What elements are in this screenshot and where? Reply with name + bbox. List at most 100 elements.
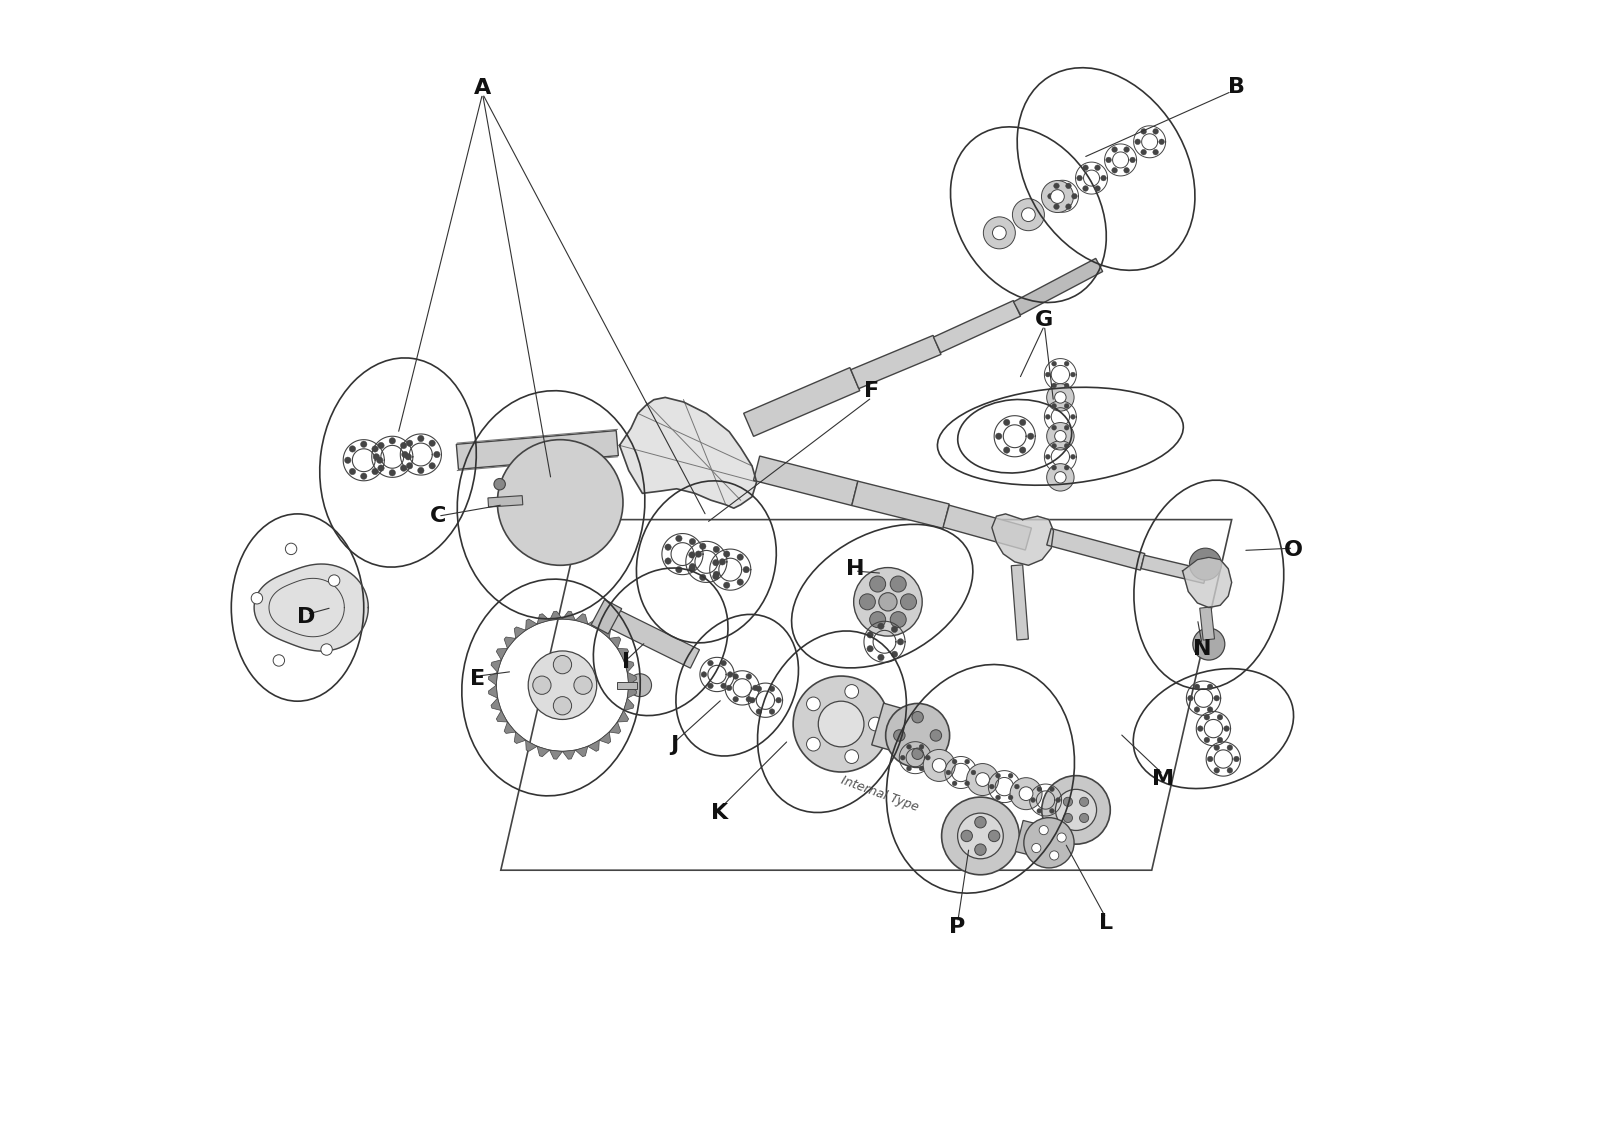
Circle shape (776, 698, 781, 703)
Circle shape (373, 453, 379, 460)
Polygon shape (491, 660, 501, 673)
Circle shape (1197, 726, 1203, 731)
Circle shape (675, 566, 682, 573)
Text: C: C (430, 506, 446, 526)
Circle shape (890, 576, 906, 592)
Polygon shape (851, 336, 941, 388)
Polygon shape (504, 637, 515, 649)
Circle shape (749, 698, 755, 703)
Circle shape (1066, 183, 1072, 188)
Circle shape (992, 226, 1006, 240)
Circle shape (728, 671, 733, 677)
Circle shape (1050, 851, 1059, 860)
Circle shape (1130, 158, 1136, 163)
Circle shape (1083, 186, 1088, 191)
Circle shape (598, 496, 613, 509)
Circle shape (1208, 756, 1213, 762)
Circle shape (1214, 745, 1219, 750)
Circle shape (1064, 443, 1069, 449)
Circle shape (723, 582, 730, 588)
Circle shape (1056, 789, 1096, 830)
Circle shape (1038, 826, 1048, 835)
Circle shape (1051, 361, 1056, 367)
Circle shape (429, 440, 435, 447)
Polygon shape (526, 619, 538, 630)
Circle shape (1037, 787, 1042, 791)
Circle shape (400, 465, 406, 472)
Circle shape (376, 457, 382, 464)
Circle shape (1194, 684, 1200, 690)
Circle shape (344, 457, 350, 464)
Polygon shape (456, 431, 618, 469)
Circle shape (688, 565, 694, 572)
Circle shape (629, 674, 651, 697)
Circle shape (971, 770, 976, 775)
Circle shape (1070, 415, 1075, 419)
Circle shape (718, 558, 725, 565)
Circle shape (1080, 813, 1088, 822)
Circle shape (328, 574, 339, 586)
Circle shape (1083, 164, 1088, 170)
Circle shape (712, 573, 718, 580)
Circle shape (494, 478, 506, 490)
Circle shape (974, 844, 986, 855)
Circle shape (406, 440, 413, 447)
Text: D: D (298, 606, 315, 627)
Circle shape (869, 717, 882, 731)
Circle shape (400, 442, 406, 449)
Circle shape (746, 697, 752, 702)
Circle shape (1106, 158, 1112, 163)
Circle shape (1048, 193, 1053, 199)
Circle shape (707, 660, 714, 666)
Circle shape (1101, 175, 1106, 180)
Circle shape (1064, 383, 1069, 388)
Circle shape (1042, 180, 1074, 212)
Circle shape (714, 571, 720, 578)
Circle shape (726, 685, 731, 691)
Circle shape (746, 674, 752, 679)
Text: P: P (949, 917, 966, 938)
Circle shape (794, 676, 890, 772)
Polygon shape (1016, 820, 1051, 859)
Circle shape (757, 709, 762, 715)
Text: O: O (1283, 540, 1302, 561)
Circle shape (389, 469, 395, 476)
Circle shape (554, 656, 571, 674)
Polygon shape (744, 368, 859, 436)
Circle shape (1214, 695, 1219, 701)
Polygon shape (563, 611, 576, 620)
Circle shape (378, 465, 384, 472)
Polygon shape (538, 747, 549, 757)
Circle shape (742, 566, 749, 573)
Circle shape (989, 830, 1000, 842)
Circle shape (738, 554, 744, 561)
Polygon shape (618, 649, 629, 660)
Circle shape (1134, 139, 1141, 145)
Circle shape (517, 523, 530, 537)
Circle shape (989, 785, 994, 789)
Polygon shape (605, 608, 699, 668)
Circle shape (878, 593, 898, 611)
Circle shape (371, 445, 378, 452)
Circle shape (901, 594, 917, 610)
Circle shape (1077, 175, 1082, 180)
Text: Internal Type: Internal Type (840, 773, 920, 814)
Circle shape (568, 452, 581, 466)
Polygon shape (992, 514, 1053, 565)
Circle shape (1234, 756, 1240, 762)
Circle shape (701, 671, 707, 677)
Circle shape (907, 745, 912, 749)
Polygon shape (514, 627, 526, 638)
Polygon shape (514, 732, 526, 743)
Circle shape (389, 437, 395, 444)
Circle shape (1070, 372, 1075, 377)
Circle shape (360, 473, 366, 480)
Circle shape (974, 817, 986, 828)
Polygon shape (587, 619, 600, 630)
Circle shape (1046, 384, 1074, 411)
Circle shape (1187, 695, 1194, 701)
Circle shape (1189, 548, 1221, 580)
Polygon shape (942, 505, 1032, 550)
Circle shape (723, 550, 730, 557)
Circle shape (1080, 797, 1088, 806)
